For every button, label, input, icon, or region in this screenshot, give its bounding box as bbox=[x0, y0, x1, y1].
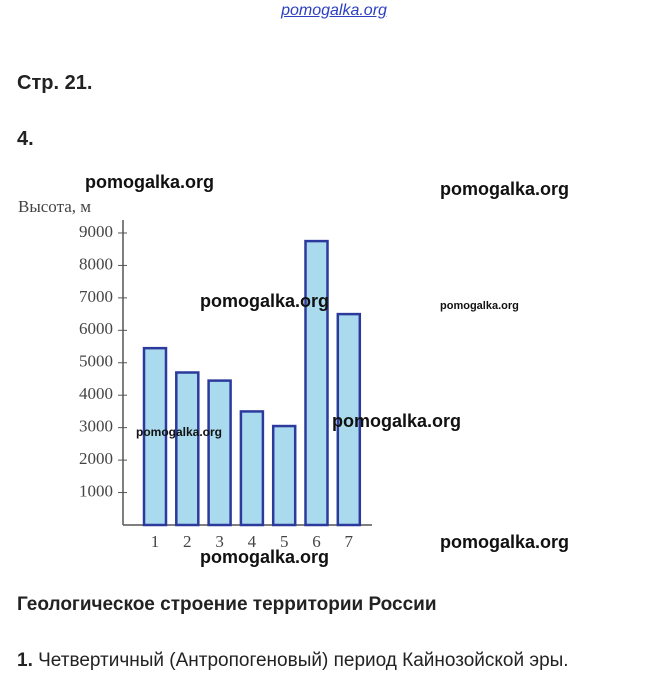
y-tick-label: 9000 bbox=[79, 222, 113, 241]
section-title: Геологическое строение территории России bbox=[17, 594, 437, 615]
x-tick-label: 7 bbox=[345, 532, 354, 551]
bar bbox=[304, 239, 329, 527]
x-tick-label: 1 bbox=[151, 532, 160, 551]
bar bbox=[207, 379, 232, 527]
x-tick-label: 4 bbox=[248, 532, 257, 551]
watermark: pomogalka.org bbox=[332, 411, 462, 431]
bar bbox=[336, 312, 362, 527]
y-tick-label: 7000 bbox=[79, 287, 113, 306]
watermark: pomogalka.org bbox=[440, 532, 570, 552]
page-number: Стр. 21. bbox=[17, 72, 93, 94]
y-tick-label: 1000 bbox=[79, 481, 113, 500]
y-tick-label: 8000 bbox=[79, 254, 113, 273]
y-tick-label: 5000 bbox=[79, 352, 113, 371]
y-axis-label: Высота, м bbox=[18, 197, 91, 216]
list-item: 1. Четвертичный (Антропогеновый) период … bbox=[17, 650, 569, 672]
x-tick-label: 6 bbox=[312, 532, 321, 551]
y-tick-label: 3000 bbox=[79, 417, 113, 436]
bar bbox=[142, 346, 168, 527]
watermark: pomogalka.org bbox=[200, 291, 330, 311]
watermark: pomogalka.org bbox=[440, 300, 519, 312]
y-tick-label: 2000 bbox=[79, 449, 113, 468]
y-tick-label: 4000 bbox=[79, 384, 113, 403]
watermark: pomogalka.org bbox=[136, 425, 223, 439]
bar bbox=[175, 371, 200, 527]
bar bbox=[239, 410, 265, 527]
x-tick-label: 5 bbox=[280, 532, 289, 551]
chart: Высота, м 1000 2000 3000 4000 5000 6000 7000 80… bbox=[18, 197, 372, 551]
x-tick-label: 3 bbox=[215, 532, 224, 551]
bar bbox=[271, 424, 297, 527]
watermark: pomogalka.org bbox=[85, 172, 215, 192]
x-tick-label: 2 bbox=[183, 532, 192, 551]
task-number: 4. bbox=[17, 128, 34, 150]
item-text: Четвертичный (Антропогеновый) период Кай… bbox=[32, 650, 569, 671]
watermark: pomogalka.org bbox=[200, 547, 330, 567]
watermark: pomogalka.org bbox=[440, 179, 570, 199]
site-watermark: pomogalka.org bbox=[281, 2, 387, 19]
item-number: 1. bbox=[17, 650, 33, 671]
y-tick-label: 6000 bbox=[79, 319, 113, 338]
